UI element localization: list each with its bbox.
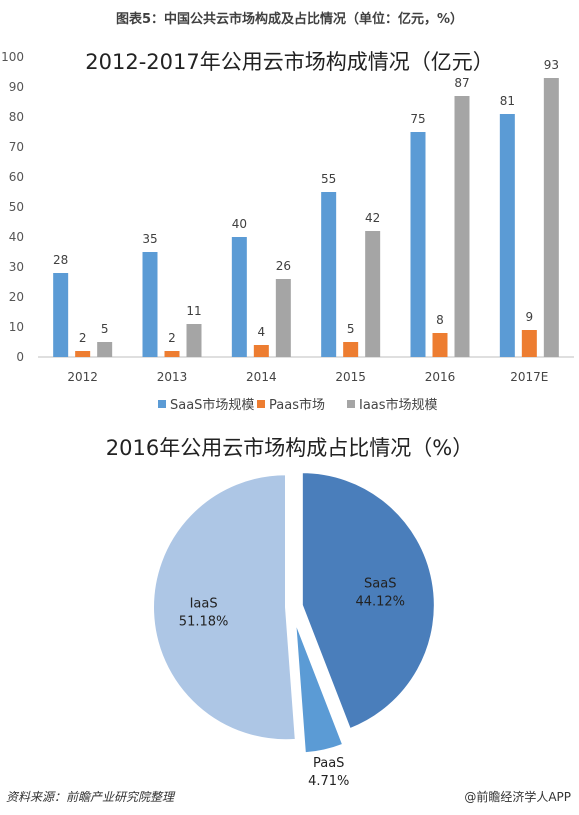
pie-slice-label: IaaS	[190, 596, 218, 611]
y-tick-label: 60	[9, 170, 24, 184]
pie-slice-label: PaaS	[313, 756, 344, 771]
legend-swatch	[158, 400, 166, 408]
bar-value-label: 55	[321, 172, 336, 186]
bar-value-label: 42	[365, 211, 380, 225]
y-tick-label: 90	[9, 80, 24, 94]
bar-2	[186, 324, 202, 357]
bar-2	[454, 96, 470, 357]
pie-slice-label: SaaS	[364, 576, 396, 591]
bar-1	[253, 345, 269, 357]
legend-swatch	[257, 400, 265, 408]
y-tick-label: 50	[9, 200, 24, 214]
bar-value-label: 28	[53, 253, 68, 267]
bar-value-label: 11	[186, 304, 201, 318]
x-tick-label: 2012	[67, 370, 98, 384]
y-tick-label: 30	[9, 260, 24, 274]
x-tick-label: 2017E	[510, 370, 548, 384]
y-tick-label: 80	[9, 110, 24, 124]
y-tick-label: 10	[9, 320, 24, 334]
pie-value-label: 51.18%	[179, 614, 229, 629]
legend-label: SaaS市场规模	[170, 397, 254, 413]
x-tick-label: 2015	[335, 370, 366, 384]
bar-value-label: 5	[101, 322, 109, 336]
bar-0	[53, 273, 69, 357]
y-tick-label: 0	[16, 350, 24, 364]
x-tick-label: 2013	[157, 370, 188, 384]
bar-1	[164, 351, 180, 357]
pie-chart-title: 2016年公用云市场构成占比情况（%）	[105, 436, 474, 460]
bar-1	[343, 342, 359, 357]
bar-0	[499, 114, 515, 357]
bar-value-label: 87	[454, 76, 469, 90]
bar-value-label: 26	[276, 259, 291, 273]
y-tick-label: 20	[9, 290, 24, 304]
bar-0	[321, 192, 337, 357]
bar-value-label: 81	[500, 94, 515, 108]
bar-value-label: 9	[526, 310, 534, 324]
figure-title: 图表5：中国公共云市场构成及占比情况（单位：亿元，%）	[115, 12, 464, 27]
pie-slice	[300, 471, 436, 731]
bar-1	[432, 333, 448, 357]
bar-2	[275, 279, 291, 357]
bar-value-label: 5	[347, 322, 355, 336]
pie-value-label: 44.12%	[355, 594, 405, 609]
source-note: 资料来源：前瞻产业研究院整理	[6, 790, 175, 804]
bar-2	[543, 78, 559, 357]
bar-chart-title: 2012-2017年公用云市场构成情况（亿元）	[85, 50, 494, 74]
pie-slice	[152, 473, 297, 742]
bar-2	[365, 231, 381, 357]
legend-label: Iaas市场规模	[359, 397, 438, 413]
bar-2	[97, 342, 113, 357]
bar-value-label: 75	[410, 112, 425, 126]
bar-value-label: 2	[79, 331, 87, 345]
bar-value-label: 35	[142, 232, 157, 246]
bar-value-label: 40	[232, 217, 247, 231]
y-tick-label: 40	[9, 230, 24, 244]
bar-value-label: 4	[258, 325, 266, 339]
legend-label: Paas市场	[269, 397, 325, 413]
x-tick-label: 2016	[425, 370, 456, 384]
bar-value-label: 8	[436, 313, 444, 327]
pie-value-label: 4.71%	[308, 774, 349, 789]
bar-1	[521, 330, 537, 357]
y-tick-label: 70	[9, 140, 24, 154]
brand-credit: @前瞻经济学人APP	[464, 790, 571, 804]
bar-0	[142, 252, 158, 357]
pie-slice	[294, 620, 345, 755]
x-tick-label: 2014	[246, 370, 277, 384]
bar-1	[75, 351, 91, 357]
bar-0	[410, 132, 426, 357]
legend-swatch	[347, 400, 355, 408]
bar-0	[231, 237, 247, 357]
bar-value-label: 93	[544, 58, 559, 72]
y-tick-label: 100	[1, 50, 24, 64]
bar-value-label: 2	[168, 331, 176, 345]
